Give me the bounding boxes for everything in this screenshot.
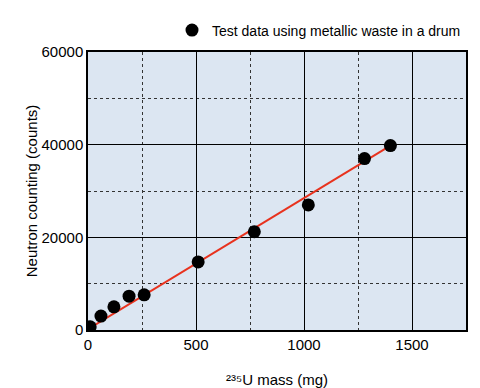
svg-text:1000: 1000 — [287, 336, 320, 353]
svg-text:500: 500 — [183, 336, 208, 353]
svg-text:20000: 20000 — [42, 229, 84, 246]
svg-text:60000: 60000 — [42, 43, 84, 60]
svg-text:1500: 1500 — [395, 336, 428, 353]
svg-text:0: 0 — [75, 321, 83, 338]
svg-text:0: 0 — [84, 336, 92, 353]
svg-text:Neutron counting (counts): Neutron counting (counts) — [23, 105, 40, 278]
svg-text:Test data using metallic waste: Test data using metallic waste in a drum — [212, 23, 460, 39]
svg-text:40000: 40000 — [42, 136, 84, 153]
svg-text:²³⁵U mass (mg): ²³⁵U mass (mg) — [226, 371, 328, 388]
